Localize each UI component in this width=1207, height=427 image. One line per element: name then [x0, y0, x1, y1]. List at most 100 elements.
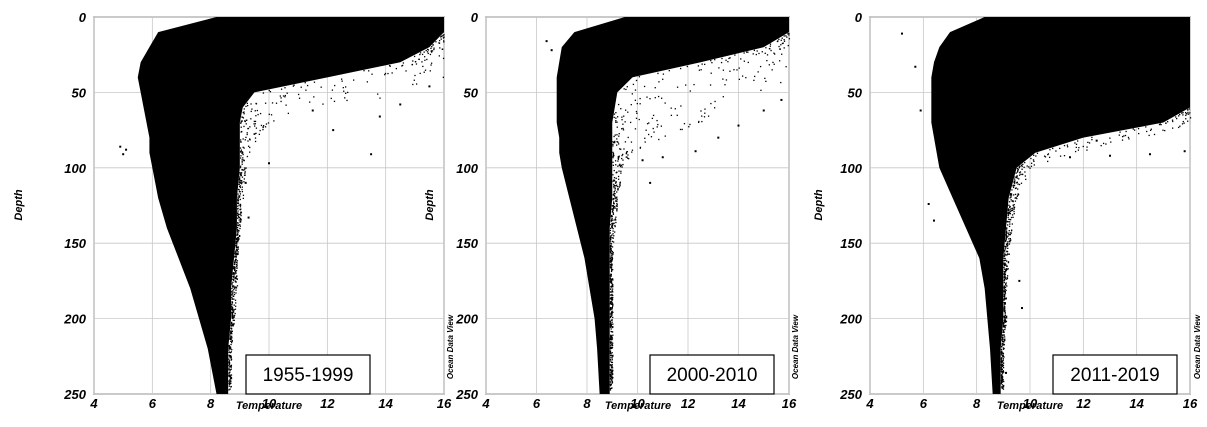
- data-point: [306, 84, 309, 87]
- data-point: [253, 123, 255, 125]
- data-point: [631, 93, 633, 95]
- data-point: [236, 249, 238, 251]
- data-point: [617, 156, 619, 158]
- data-point: [1024, 161, 1026, 164]
- data-point: [617, 178, 620, 180]
- data-point: [622, 129, 625, 131]
- data-point: [1012, 200, 1014, 202]
- data-point: [228, 383, 231, 385]
- data-point: [425, 49, 427, 52]
- data-point: [280, 88, 283, 90]
- data-point: [230, 343, 232, 346]
- data-point: [239, 198, 241, 201]
- data-point: [231, 330, 233, 332]
- x-tick-label: 6: [920, 396, 928, 411]
- data-point: [1008, 238, 1010, 240]
- data-point: [610, 235, 612, 237]
- data-point: [1021, 165, 1023, 167]
- data-point: [611, 250, 614, 253]
- data-point: [1003, 326, 1006, 328]
- data-point: [241, 151, 243, 153]
- data-point: [1000, 353, 1002, 355]
- x-tick-label: 4: [481, 396, 490, 411]
- data-point: [254, 123, 256, 125]
- data-point: [438, 39, 441, 42]
- x-axis-title: Temperature: [997, 400, 1063, 412]
- data-point: [344, 97, 346, 99]
- data-point: [1002, 343, 1005, 345]
- data-point: [610, 258, 612, 261]
- data-point: [660, 97, 663, 99]
- data-point: [239, 172, 241, 174]
- data-point: [265, 123, 268, 125]
- data-point: [1175, 116, 1177, 118]
- data-point: [1006, 278, 1008, 280]
- data-point: [1181, 112, 1183, 114]
- data-point: [230, 380, 232, 383]
- data-point: [613, 184, 616, 187]
- data-point: [239, 235, 241, 237]
- data-point: [611, 240, 613, 243]
- data-point: [234, 286, 236, 288]
- data-point: [1018, 167, 1020, 169]
- data-point: [611, 302, 613, 304]
- data-point: [616, 134, 618, 136]
- data-point: [442, 76, 445, 78]
- data-point: [1011, 214, 1014, 216]
- data-point: [1002, 324, 1005, 326]
- outlier-point: [244, 181, 247, 184]
- data-point: [622, 159, 624, 161]
- data-point: [228, 354, 230, 356]
- data-point: [610, 291, 612, 293]
- data-point: [231, 316, 234, 318]
- data-point: [237, 237, 240, 239]
- data-point: [241, 169, 243, 171]
- data-point: [1164, 129, 1166, 132]
- data-point: [1004, 318, 1006, 321]
- data-point: [734, 54, 736, 56]
- data-point: [1012, 208, 1014, 210]
- data-point: [781, 37, 783, 39]
- data-point: [1015, 176, 1017, 179]
- data-point: [368, 70, 370, 72]
- data-point: [262, 126, 264, 129]
- data-point: [236, 226, 239, 229]
- data-point: [698, 69, 701, 71]
- data-point: [653, 131, 655, 133]
- data-point: [228, 360, 230, 362]
- data-point: [240, 174, 242, 177]
- data-point: [1026, 165, 1028, 167]
- data-point: [781, 53, 783, 55]
- data-point: [614, 219, 616, 221]
- data-point: [1127, 136, 1130, 139]
- data-point: [1086, 149, 1088, 151]
- data-point: [241, 186, 243, 188]
- data-point: [617, 103, 620, 106]
- data-point: [610, 328, 612, 330]
- data-point: [612, 334, 614, 336]
- data-point: [1150, 128, 1153, 130]
- data-point: [610, 337, 613, 339]
- data-point: [609, 245, 612, 248]
- outlier-point: [1109, 154, 1111, 157]
- data-point: [254, 140, 257, 143]
- data-point: [280, 97, 282, 99]
- data-point: [615, 177, 617, 179]
- data-point: [1005, 269, 1007, 271]
- data-point: [233, 298, 235, 300]
- data-point: [725, 59, 727, 61]
- data-point: [741, 75, 744, 77]
- data-point: [621, 166, 623, 168]
- data-point: [612, 210, 614, 212]
- data-point: [611, 299, 613, 301]
- data-point: [1005, 289, 1007, 292]
- data-point: [1007, 241, 1009, 243]
- data-point: [724, 84, 726, 86]
- data-point: [619, 183, 621, 186]
- data-point: [440, 38, 442, 40]
- data-point: [1013, 213, 1015, 215]
- data-point: [423, 71, 425, 73]
- data-point: [228, 351, 231, 353]
- data-point: [1004, 274, 1006, 276]
- data-point: [619, 182, 621, 184]
